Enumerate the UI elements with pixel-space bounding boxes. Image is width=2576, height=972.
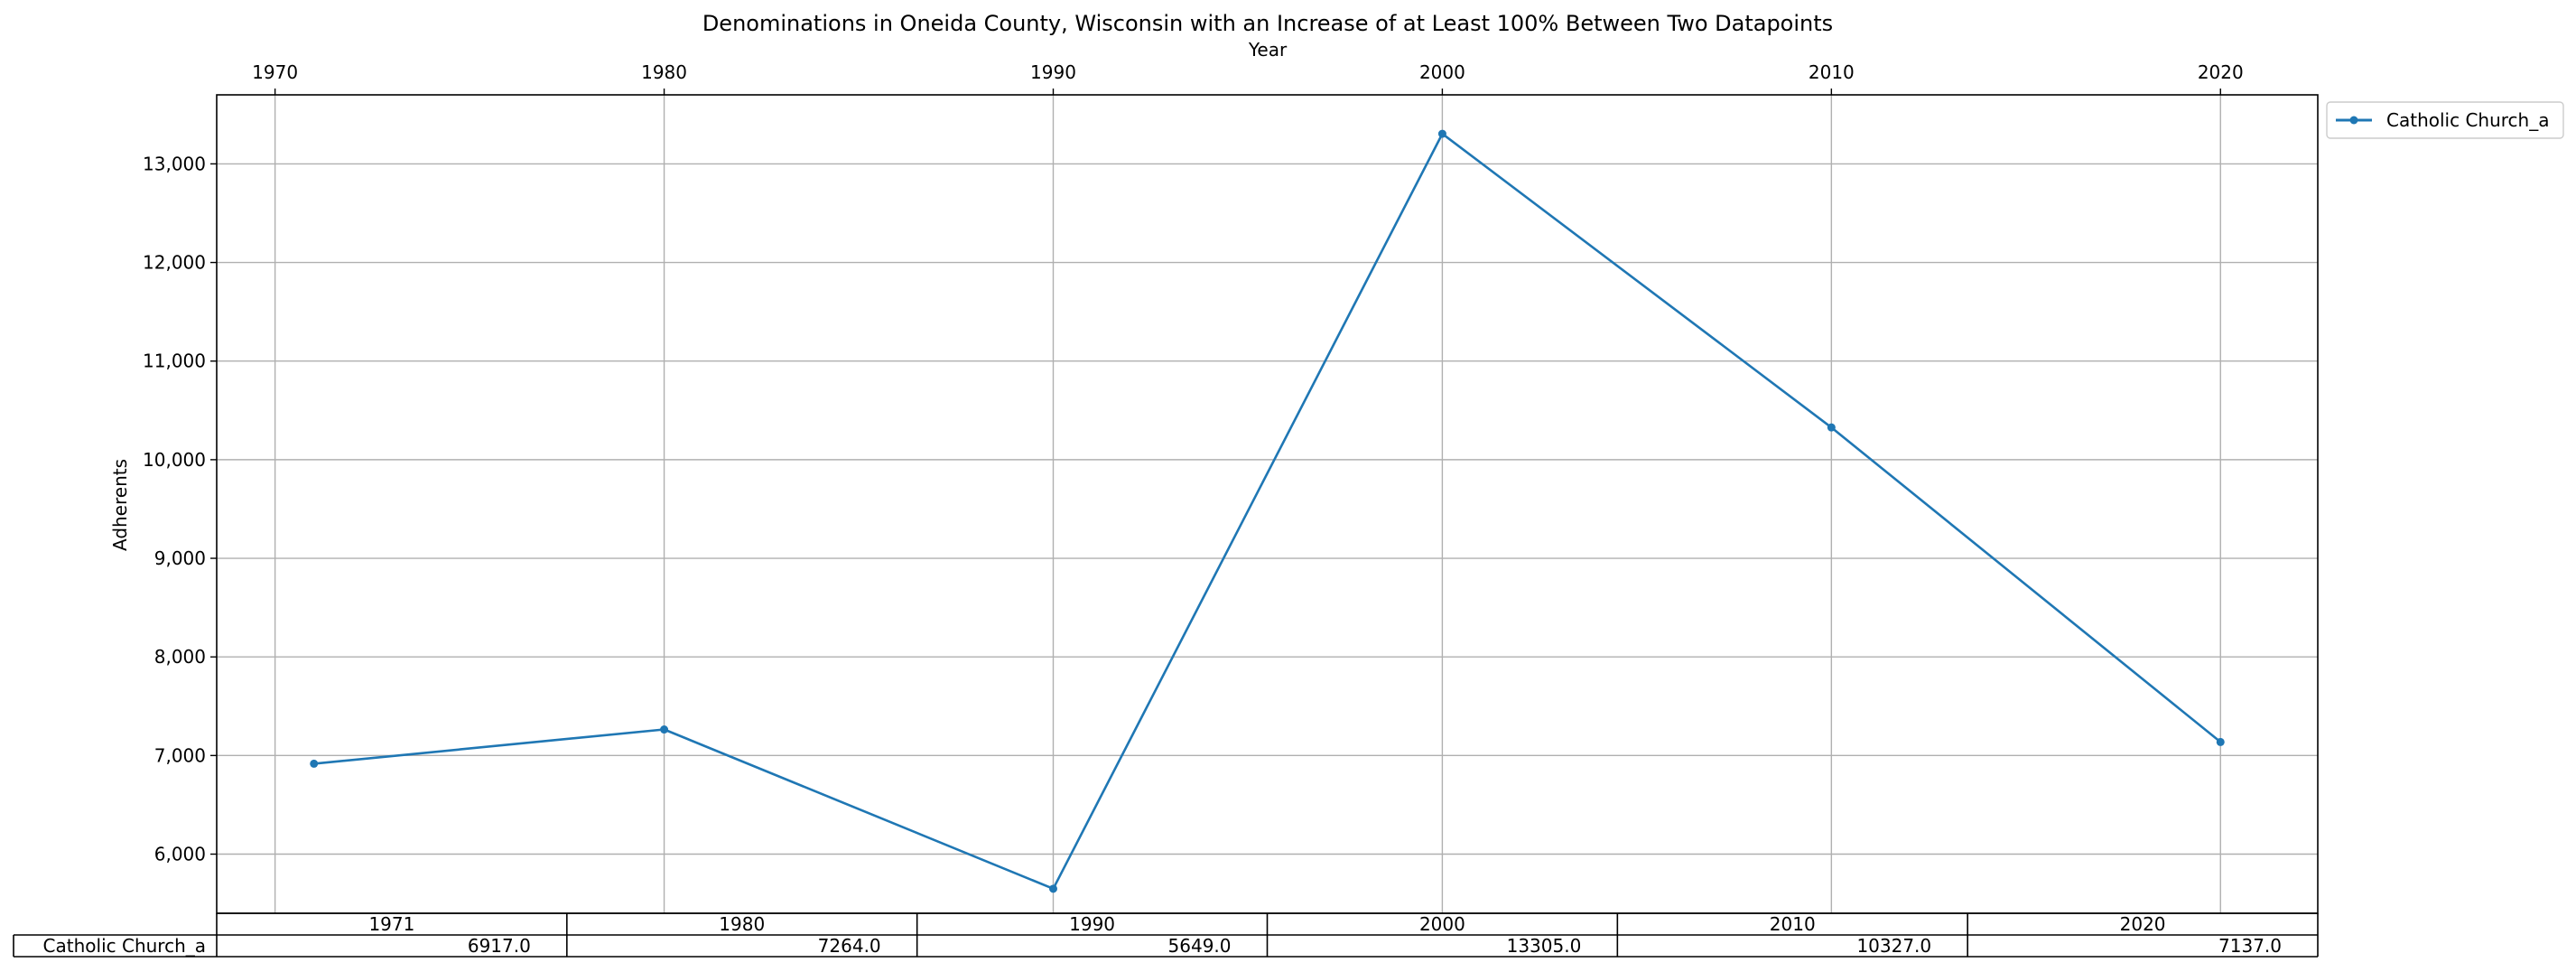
table-column-header: 1980 bbox=[719, 913, 765, 935]
table-column-header: 1990 bbox=[1069, 913, 1115, 935]
table-cell: 10327.0 bbox=[1856, 935, 1931, 957]
legend: Catholic Church_a bbox=[2326, 101, 2564, 139]
data-point bbox=[2216, 737, 2225, 746]
chart-title: Denominations in Oneida County, Wisconsi… bbox=[702, 11, 1833, 36]
x-axis-ticks: 1970 1980 1990 2000 2010 2020 bbox=[252, 61, 2244, 95]
table-column-header: 1971 bbox=[368, 913, 414, 935]
y-tick-label: 6,000 bbox=[154, 844, 206, 865]
table-row-label: Catholic Church_a bbox=[43, 935, 206, 957]
series-line bbox=[313, 132, 2222, 891]
y-tick-label: 11,000 bbox=[143, 350, 206, 372]
x-tick-label: 2010 bbox=[1809, 61, 1855, 83]
data-point bbox=[1437, 129, 1446, 138]
data-table: 1971 1980 1990 2000 2010 2020 Catholic Church_… bbox=[13, 912, 2319, 958]
data-point bbox=[1048, 884, 1057, 893]
data-point bbox=[660, 725, 669, 734]
plot-frame bbox=[216, 94, 2319, 914]
legend-label: Catholic Church_a bbox=[2386, 109, 2549, 131]
x-tick-label: 2020 bbox=[2198, 61, 2244, 83]
y-axis-label: Adherents bbox=[109, 459, 131, 551]
y-tick-label: 9,000 bbox=[154, 547, 206, 569]
series-layer bbox=[310, 129, 2225, 893]
table-cell: 6917.0 bbox=[468, 935, 531, 957]
x-tick-label: 1970 bbox=[252, 61, 298, 83]
y-tick-label: 7,000 bbox=[154, 744, 206, 766]
y-tick-label: 10,000 bbox=[143, 449, 206, 471]
x-axis-label: Year bbox=[1248, 39, 1288, 61]
legend-box bbox=[2326, 101, 2564, 139]
grid-lines bbox=[217, 95, 2318, 913]
table-column-header: 2000 bbox=[1419, 913, 1465, 935]
x-tick-label: 1980 bbox=[641, 61, 687, 83]
legend-marker bbox=[2349, 116, 2358, 125]
x-tick-label: 1990 bbox=[1030, 61, 1076, 83]
data-point bbox=[1827, 423, 1836, 432]
table-cell: 13305.0 bbox=[1507, 935, 1582, 957]
y-axis-ticks: 6,000 7,000 8,000 9,000 10,000 11,000 12,000 13… bbox=[143, 153, 217, 865]
table-cell: 7264.0 bbox=[818, 935, 881, 957]
x-tick-label: 2000 bbox=[1419, 61, 1465, 83]
data-point bbox=[310, 759, 319, 768]
y-tick-label: 12,000 bbox=[143, 252, 206, 274]
table-cell: 5649.0 bbox=[1168, 935, 1232, 957]
y-tick-label: 13,000 bbox=[143, 153, 206, 174]
table-column-header: 2010 bbox=[1770, 913, 1816, 935]
y-tick-label: 8,000 bbox=[154, 646, 206, 668]
table-cell: 7137.0 bbox=[2218, 935, 2282, 957]
table-column-header: 2020 bbox=[2120, 913, 2166, 935]
